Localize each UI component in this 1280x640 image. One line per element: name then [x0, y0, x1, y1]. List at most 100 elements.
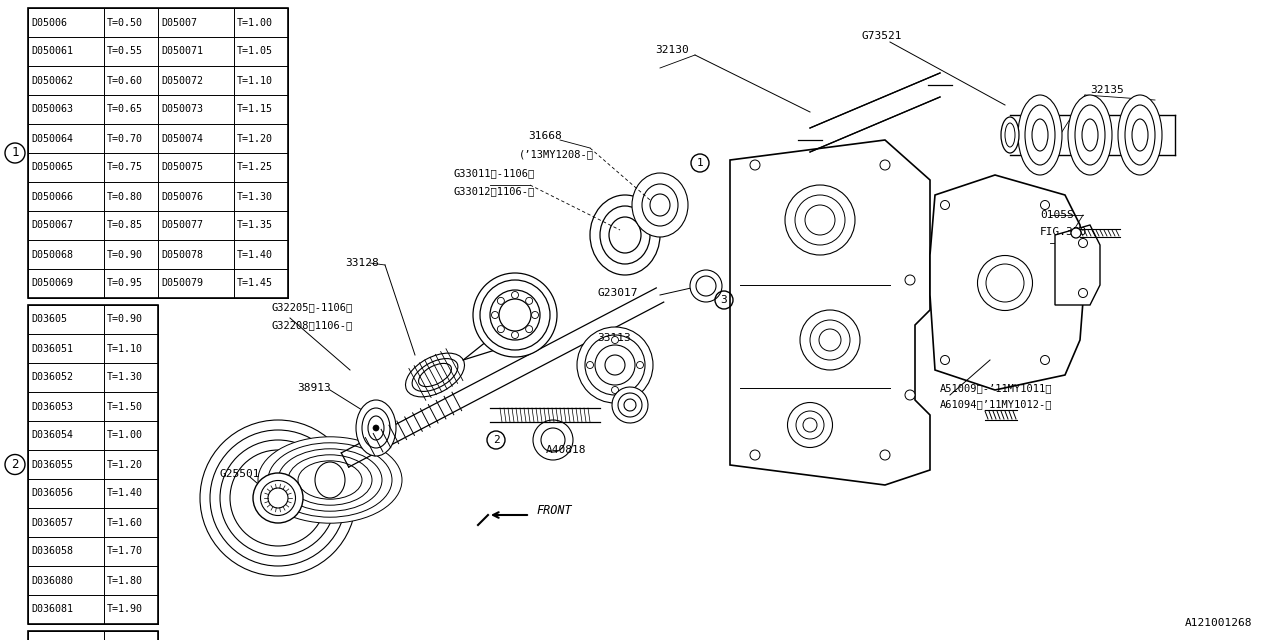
Ellipse shape [200, 420, 356, 576]
Ellipse shape [785, 185, 855, 255]
Ellipse shape [600, 206, 650, 264]
Text: D036052: D036052 [31, 372, 73, 383]
Ellipse shape [612, 387, 648, 423]
Polygon shape [1055, 225, 1100, 305]
Text: A51009（-’11MY1011）: A51009（-’11MY1011） [940, 383, 1052, 393]
Ellipse shape [369, 416, 384, 440]
Ellipse shape [1071, 228, 1082, 238]
Text: T=1.30: T=1.30 [237, 191, 273, 202]
Text: D050062: D050062 [31, 76, 73, 86]
Text: 1: 1 [696, 158, 704, 168]
Text: D050073: D050073 [161, 104, 204, 115]
Text: D050063: D050063 [31, 104, 73, 115]
Text: G33012（1106-）: G33012（1106-） [453, 186, 534, 196]
Text: T=1.90: T=1.90 [108, 605, 143, 614]
Ellipse shape [278, 449, 381, 511]
Text: T=1.15: T=1.15 [237, 104, 273, 115]
Text: T=1.70: T=1.70 [108, 547, 143, 557]
Text: D050064: D050064 [31, 134, 73, 143]
Text: D03605: D03605 [31, 314, 67, 324]
Text: 32135: 32135 [1091, 85, 1124, 95]
Ellipse shape [230, 450, 326, 546]
Text: T=1.20: T=1.20 [108, 460, 143, 470]
Ellipse shape [618, 393, 643, 417]
Ellipse shape [261, 481, 296, 515]
Ellipse shape [1032, 119, 1048, 151]
Ellipse shape [526, 326, 532, 333]
Ellipse shape [490, 290, 540, 340]
Ellipse shape [609, 217, 641, 253]
Ellipse shape [362, 408, 390, 448]
Text: 3: 3 [721, 295, 727, 305]
Ellipse shape [577, 327, 653, 403]
Ellipse shape [1018, 95, 1062, 175]
Text: 0105S: 0105S [1039, 210, 1074, 220]
Text: T=0.80: T=0.80 [108, 191, 143, 202]
Text: 32130: 32130 [655, 45, 689, 55]
Ellipse shape [1025, 105, 1055, 165]
Ellipse shape [406, 353, 465, 397]
Text: FRONT: FRONT [536, 504, 572, 516]
Ellipse shape [531, 312, 539, 319]
Ellipse shape [803, 418, 817, 432]
Text: 2: 2 [493, 435, 499, 445]
Text: T=1.20: T=1.20 [237, 134, 273, 143]
Ellipse shape [612, 387, 618, 394]
Text: D050068: D050068 [31, 250, 73, 259]
Ellipse shape [356, 400, 396, 456]
Ellipse shape [1075, 105, 1105, 165]
Ellipse shape [512, 291, 518, 298]
Text: D050067: D050067 [31, 221, 73, 230]
Text: T=1.50: T=1.50 [108, 401, 143, 412]
Text: T=0.75: T=0.75 [108, 163, 143, 173]
Ellipse shape [805, 205, 835, 235]
Ellipse shape [474, 273, 557, 357]
Text: T=1.00: T=1.00 [108, 431, 143, 440]
Text: T=1.60: T=1.60 [108, 518, 143, 527]
Text: T=1.45: T=1.45 [237, 278, 273, 289]
Text: D05006: D05006 [31, 17, 67, 28]
Text: D036051: D036051 [31, 344, 73, 353]
Ellipse shape [605, 355, 625, 375]
Ellipse shape [412, 358, 458, 392]
Text: T=1.40: T=1.40 [108, 488, 143, 499]
Ellipse shape [636, 362, 644, 369]
Ellipse shape [268, 488, 288, 508]
Text: G33011（-1106）: G33011（-1106） [453, 168, 534, 178]
Ellipse shape [585, 335, 645, 395]
Ellipse shape [210, 430, 346, 566]
Ellipse shape [690, 270, 722, 302]
Text: D050069: D050069 [31, 278, 73, 289]
Ellipse shape [750, 160, 760, 170]
Text: 2: 2 [12, 458, 19, 471]
Ellipse shape [1082, 119, 1098, 151]
Ellipse shape [253, 473, 303, 523]
Text: D050066: D050066 [31, 191, 73, 202]
Ellipse shape [1132, 119, 1148, 151]
Text: D036081: D036081 [31, 605, 73, 614]
Text: G23017: G23017 [598, 288, 639, 298]
Ellipse shape [905, 275, 915, 285]
Text: 33128: 33128 [346, 258, 379, 268]
Text: 33113: 33113 [596, 333, 631, 343]
Text: D050071: D050071 [161, 47, 204, 56]
Ellipse shape [795, 195, 845, 245]
Ellipse shape [298, 461, 362, 499]
Ellipse shape [526, 298, 532, 305]
Ellipse shape [372, 425, 379, 431]
Bar [28, 631, 157, 640]
Ellipse shape [499, 299, 531, 331]
Text: T=1.10: T=1.10 [237, 76, 273, 86]
Text: 38913: 38913 [297, 383, 330, 393]
Ellipse shape [259, 436, 402, 524]
Ellipse shape [800, 310, 860, 370]
Text: T=1.25: T=1.25 [237, 163, 273, 173]
Ellipse shape [315, 462, 346, 498]
Text: D05007: D05007 [161, 17, 197, 28]
Ellipse shape [810, 320, 850, 360]
Text: D036058: D036058 [31, 547, 73, 557]
Text: G25501: G25501 [220, 469, 261, 479]
Text: G73521: G73521 [861, 31, 902, 41]
Ellipse shape [492, 312, 498, 319]
Text: T=1.40: T=1.40 [237, 250, 273, 259]
